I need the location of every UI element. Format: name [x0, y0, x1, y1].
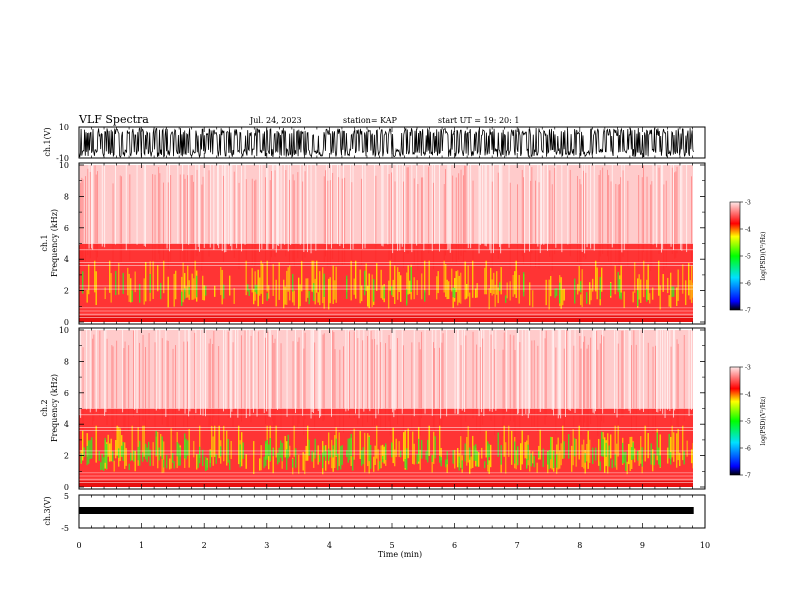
time-tick-label: 1: [139, 541, 144, 550]
time-tick-label: 3: [264, 541, 269, 550]
ch3-ylabel: ch.3(V): [43, 496, 52, 525]
time-tick-label: 8: [577, 541, 582, 550]
time-tick-label: 10: [700, 541, 710, 550]
time-tick-label: 7: [515, 541, 520, 550]
ch2-spec-label: ch.2: [40, 399, 49, 416]
ch1-spectrogram-image: [79, 165, 693, 322]
ch2-frequency-ticks: 0 2 4 6 8 10: [59, 326, 705, 492]
start-time-label: start UT = 19: 20: 1: [438, 116, 519, 125]
colorbar-tick-label: -6: [745, 281, 751, 288]
ch3-ytick-top: 5: [64, 492, 69, 501]
time-tick-label: 2: [202, 541, 207, 550]
frequency-tick-label: 6: [64, 224, 69, 233]
ch3-ytick-bottom: -5: [61, 524, 69, 533]
time-tick-label: 6: [452, 541, 457, 550]
frequency-tick-label: 0: [64, 318, 69, 327]
ch2-spectrogram-image: [79, 330, 693, 487]
ch1-spectrogram-panel: 0 2 4 6 8 10 ch.1 Frequency (kHz): [40, 161, 706, 327]
colorbar-tick-label: -7: [745, 473, 751, 480]
time-tick-label: 9: [640, 541, 645, 550]
station-label: station= KAP: [343, 116, 398, 125]
time-tick-label: 4: [327, 541, 332, 550]
frequency-tick-label: 0: [64, 483, 69, 492]
time-tick-labels: 0 1 2 3 4 5 6 7 8 9 10: [76, 541, 710, 550]
ch1-colorbar: -3 -4 -5 -6 -7 log(PSD)(V²/Hz): [729, 200, 767, 315]
frequency-tick-label: 10: [59, 161, 69, 170]
ch1-colorbar-label: log(PSD)(V²/Hz): [760, 232, 767, 281]
ch1-spec-label: ch.1: [40, 234, 49, 251]
ch1-ytick-top: 10: [59, 123, 69, 132]
frequency-tick-label: 8: [64, 357, 69, 366]
time-axis-label: Time (min): [378, 550, 422, 559]
frequency-tick-label: 4: [64, 420, 69, 429]
colorbar-tick-label: -4: [745, 227, 751, 234]
frequency-tick-label: 2: [64, 452, 69, 461]
date-label: Jul. 24, 2023: [249, 116, 302, 125]
ch1-ytick-bottom: -10: [56, 154, 69, 163]
ch1-waveform-line: [78, 127, 694, 159]
time-tick-label: 5: [389, 541, 394, 550]
ch2-colorbar-label: log(PSD)(V²/Hz): [760, 397, 767, 446]
colorbar-tick-label: -6: [745, 446, 751, 453]
ch2-spectrogram-panel: 0 2 4 6 8 10 ch.2 Frequency (kHz): [40, 326, 706, 492]
colorbar-tick-label: -3: [745, 365, 751, 372]
ch2-frequency-axis-label: Frequency (kHz): [50, 374, 59, 442]
colorbar-tick-label: -5: [745, 254, 751, 261]
frequency-tick-label: 8: [64, 192, 69, 201]
ch3-waveform-band: [79, 507, 694, 514]
ch1-frequency-axis-label: Frequency (kHz): [50, 209, 59, 277]
colorbar-tick-label: -5: [745, 419, 751, 426]
frequency-tick-label: 2: [64, 287, 69, 296]
time-tick-label: 0: [76, 541, 81, 550]
ch3-waveform-panel: 5 -5 ch.3(V): [43, 492, 706, 533]
frequency-tick-label: 6: [64, 389, 69, 398]
ch1-waveform-panel: 10 -10 ch.1(V): [43, 123, 706, 163]
frequency-tick-label: 4: [64, 255, 69, 264]
time-tick-marks: [78, 127, 706, 528]
figure-title: VLF Spectra: [78, 113, 149, 126]
frequency-tick-label: 10: [59, 326, 69, 335]
colorbar-tick-label: -7: [745, 308, 751, 315]
ch1-ylabel: ch.1(V): [43, 127, 52, 156]
colorbar-tick-label: -3: [745, 200, 751, 207]
ch1-frequency-ticks: 0 2 4 6 8 10: [59, 161, 705, 327]
colorbar-tick-label: -4: [745, 392, 751, 399]
ch2-colorbar: -3 -4 -5 -6 -7 log(PSD)(V²/Hz): [729, 365, 767, 480]
